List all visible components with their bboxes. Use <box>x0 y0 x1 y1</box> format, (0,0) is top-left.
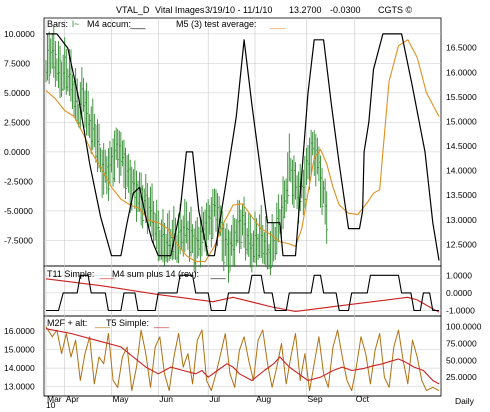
chart-header: VTAL_D Vital Images 3/19/10 - 11/1/10 13… <box>116 5 413 15</box>
middle-plot-area <box>45 274 440 313</box>
price-right-tick-label: 13.5000 <box>446 190 477 200</box>
header-name: Vital Images <box>155 5 205 15</box>
legend-bars-marker: l~ <box>72 19 79 29</box>
bottom-right-tick-label: 50.0000 <box>446 355 477 365</box>
header-date-range: 3/19/10 - 11/1/10 <box>205 5 272 15</box>
bottom-left-tick-label: 14.0000 <box>4 363 35 373</box>
bottom-panel-frame <box>43 315 442 397</box>
legend-t5-simple-marker: ___ <box>153 318 170 328</box>
month-tick-label: Aug <box>256 394 271 404</box>
month-tick-label: Apr <box>66 394 79 404</box>
price-bars <box>45 25 329 283</box>
month-tick-label: Jun <box>159 394 173 404</box>
bottom-right-tick-label: 100.0000 <box>446 322 482 332</box>
price-right-tick-label: 16.5000 <box>446 43 477 53</box>
legend-t11-simple-marker: ___ <box>99 269 116 279</box>
legend-m2f-alt-label: M2F + alt: <box>47 318 87 328</box>
price-right-tick-label: 14.0000 <box>446 166 477 176</box>
footer-year: 10 <box>46 400 56 410</box>
price-left-tick-label: -2.5000 <box>4 176 33 186</box>
legend-t5-simple-label: T5 Simple: <box>106 318 149 328</box>
legend-m5-average-marker: ___ <box>269 19 286 29</box>
legend-m5-average-label: M5 (3) test average: <box>176 19 257 29</box>
price-left-tick-label: -7.5000 <box>4 235 33 245</box>
bottom-left-tick-label: 15.0000 <box>4 345 35 355</box>
legend-t11-simple-label: T11 Simple: <box>47 269 94 279</box>
month-tick-label: Jul <box>209 394 220 404</box>
legend-m4-accum-marker: ___ <box>129 19 146 29</box>
middle-right-tick-label: -1.0000 <box>446 305 475 315</box>
price-right-tick-label: 14.5000 <box>446 141 477 151</box>
price-right-tick-label: 15.0000 <box>446 116 477 126</box>
m4-accum-line <box>46 33 440 261</box>
month-tick-label: May <box>113 394 130 404</box>
m2f-alt-line <box>45 326 440 392</box>
legend-bars-label: Bars: <box>47 19 68 29</box>
time-axis: Mar Apr May Jun Jul Aug Sep Oct <box>44 394 441 404</box>
month-tick-label: Oct <box>356 394 370 404</box>
header-symbol: VTAL_D <box>116 5 150 15</box>
price-left-tick-label: 5.0000 <box>4 88 30 98</box>
bottom-left-tick-label: 13.0000 <box>4 382 35 392</box>
m4-sum-plus-14-line <box>46 274 439 312</box>
bottom-plot-area <box>45 326 440 392</box>
t5-simple-line <box>45 328 440 385</box>
m5-test-average-line <box>45 39 440 263</box>
legend-area: Bars: l~ M4 accum: ___ M5 (3) test average: _… <box>47 19 286 328</box>
legend-m4-sum-marker: ___ <box>210 269 227 279</box>
header-brand: CGTS © <box>378 5 413 15</box>
price-left-tick-label: 10.0000 <box>4 29 35 39</box>
bottom-left-tick-label: 16.0000 <box>4 326 35 336</box>
t11-simple-line <box>45 278 440 313</box>
middle-right-tick-label: 0.0000 <box>446 288 472 298</box>
middle-right-tick-label: 1.0000 <box>446 270 472 280</box>
price-right-tick-label: 12.5000 <box>446 239 477 249</box>
footer-period: Daily <box>455 396 475 406</box>
price-plot-area <box>45 25 440 283</box>
price-right-tick-label: 16.0000 <box>446 67 477 77</box>
bottom-right-tick-label: 75.0000 <box>446 339 477 349</box>
bottom-right-tick-label: 25.0000 <box>446 372 477 382</box>
price-left-tick-label: 7.5000 <box>4 58 30 68</box>
price-left-tick-label: 0.0000 <box>4 147 30 157</box>
header-last: 13.2700 <box>289 5 322 15</box>
month-tick-label: Sep <box>307 394 322 404</box>
legend-m4-sum-label: M4 sum plus 14 (rev): <box>112 269 199 279</box>
price-right-tick-label: 13.0000 <box>446 215 477 225</box>
price-right-tick-label: 15.5000 <box>446 92 477 102</box>
axis-labels: 10.0000 7.5000 5.0000 2.5000 0.0000 -2.5000 -5… <box>4 29 482 392</box>
legend-m2f-alt-marker: ___ <box>94 318 111 328</box>
month-tick-label: Mar <box>47 394 62 404</box>
price-left-tick-label: -5.0000 <box>4 206 33 216</box>
header-change: -0.0300 <box>330 5 361 15</box>
legend-m4-accum-label: M4 accum: <box>87 19 131 29</box>
price-left-tick-label: 2.5000 <box>4 117 30 127</box>
